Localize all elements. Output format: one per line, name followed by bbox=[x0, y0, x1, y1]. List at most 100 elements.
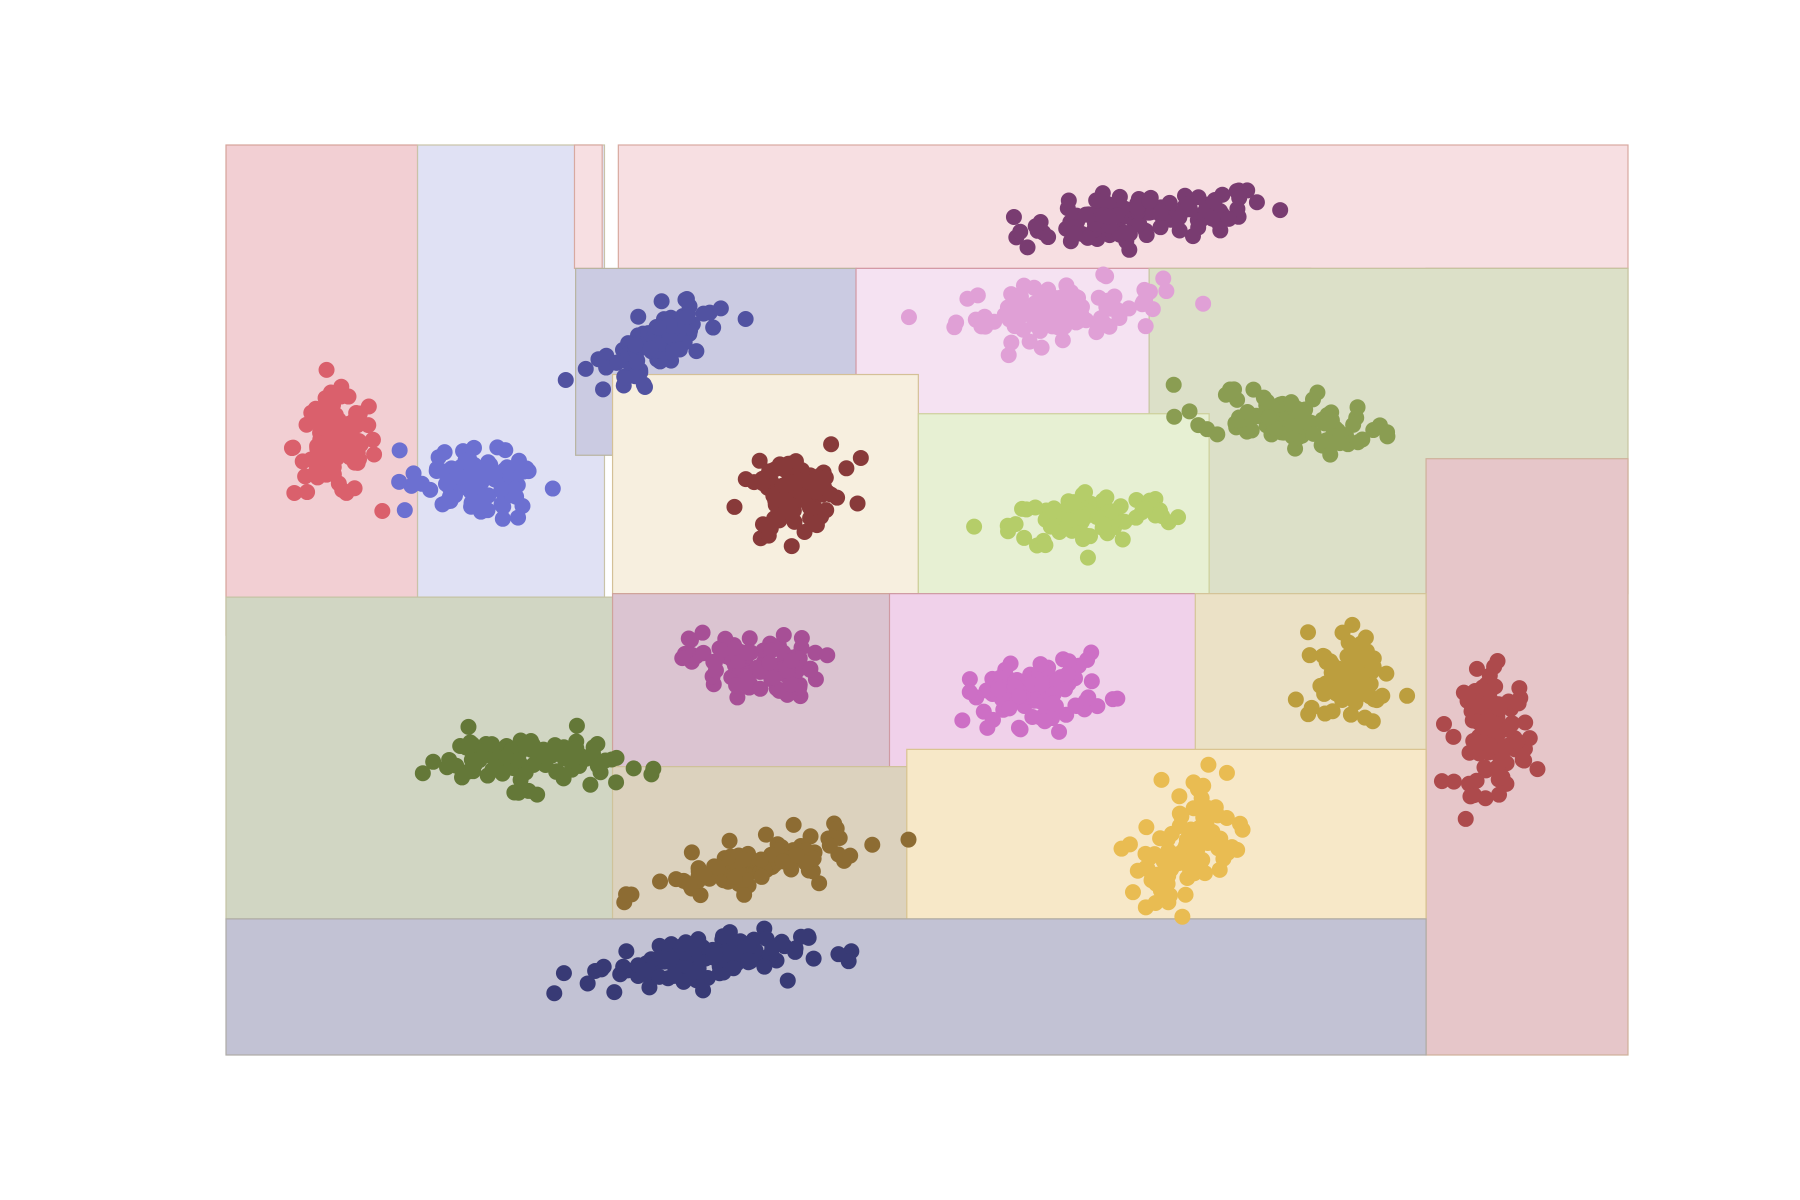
data-point bbox=[999, 299, 1016, 316]
data-point bbox=[1160, 842, 1177, 859]
data-point bbox=[779, 972, 796, 989]
data-point bbox=[801, 499, 818, 516]
decision-region-18 bbox=[225, 918, 1427, 1056]
data-point bbox=[712, 300, 729, 317]
data-point bbox=[1088, 192, 1105, 209]
cluster-4 bbox=[283, 361, 391, 520]
cluster-1 bbox=[1005, 182, 1289, 258]
data-point bbox=[1190, 189, 1207, 206]
data-point bbox=[1174, 908, 1191, 925]
data-point bbox=[666, 967, 683, 984]
data-point bbox=[1204, 210, 1221, 227]
data-point bbox=[555, 739, 572, 756]
cluster-5 bbox=[391, 439, 561, 527]
data-point bbox=[463, 751, 480, 768]
data-point bbox=[1231, 189, 1248, 206]
data-point bbox=[617, 369, 634, 386]
data-point bbox=[1056, 318, 1073, 335]
data-point bbox=[1229, 841, 1246, 858]
data-point bbox=[766, 461, 783, 478]
data-point bbox=[1018, 501, 1035, 518]
data-point bbox=[696, 866, 713, 883]
data-point bbox=[1324, 703, 1341, 720]
data-point bbox=[1152, 882, 1169, 899]
data-point bbox=[1399, 687, 1416, 704]
data-point bbox=[725, 960, 742, 977]
data-point bbox=[1379, 424, 1396, 441]
data-point bbox=[1166, 408, 1183, 425]
data-point bbox=[1340, 634, 1357, 651]
data-point bbox=[546, 985, 563, 1002]
data-point bbox=[1489, 653, 1506, 670]
data-point bbox=[1353, 666, 1370, 683]
data-point bbox=[325, 459, 342, 476]
data-point bbox=[1104, 691, 1121, 708]
data-point bbox=[1195, 295, 1212, 312]
data-point bbox=[1357, 649, 1374, 666]
data-point bbox=[785, 816, 802, 833]
data-point bbox=[1239, 404, 1256, 421]
data-point bbox=[1303, 699, 1320, 716]
data-point bbox=[1088, 324, 1105, 341]
data-point bbox=[900, 831, 917, 848]
data-point bbox=[1051, 723, 1068, 740]
data-point bbox=[787, 940, 804, 957]
data-point bbox=[1220, 210, 1237, 227]
data-point bbox=[1007, 516, 1024, 533]
decision-region-4 bbox=[573, 144, 603, 270]
data-point bbox=[1226, 381, 1243, 398]
data-point bbox=[1209, 426, 1226, 443]
data-point bbox=[1054, 332, 1071, 349]
decision-region-2 bbox=[416, 144, 606, 632]
data-point bbox=[1186, 865, 1203, 882]
data-point bbox=[630, 308, 647, 325]
data-point bbox=[714, 928, 731, 945]
data-point bbox=[776, 491, 793, 508]
data-point bbox=[1481, 737, 1498, 754]
data-point bbox=[764, 940, 781, 957]
data-point bbox=[1305, 425, 1322, 442]
data-point bbox=[823, 436, 840, 453]
plot-area bbox=[225, 144, 1629, 1056]
data-point bbox=[802, 661, 819, 678]
data-point bbox=[1171, 222, 1188, 239]
data-point bbox=[757, 826, 774, 843]
data-point bbox=[1511, 680, 1528, 697]
data-point bbox=[663, 950, 680, 967]
data-point bbox=[1079, 651, 1096, 668]
data-point bbox=[1234, 821, 1251, 838]
data-point bbox=[1098, 268, 1115, 285]
data-point bbox=[791, 472, 808, 489]
data-point bbox=[480, 454, 497, 471]
data-point bbox=[852, 449, 869, 466]
cluster-3 bbox=[900, 266, 1212, 364]
cluster-14 bbox=[616, 815, 917, 911]
data-point bbox=[1137, 500, 1154, 517]
data-point bbox=[494, 510, 511, 527]
data-point bbox=[318, 361, 335, 378]
data-point bbox=[1135, 294, 1152, 311]
data-point bbox=[681, 876, 698, 893]
data-point bbox=[737, 310, 754, 327]
decision-region-1 bbox=[225, 144, 419, 636]
data-point bbox=[1494, 769, 1511, 786]
data-point bbox=[753, 868, 770, 885]
data-point bbox=[1026, 295, 1043, 312]
data-point bbox=[726, 868, 743, 885]
data-point bbox=[677, 935, 694, 952]
data-point bbox=[309, 438, 326, 455]
data-point bbox=[1471, 698, 1488, 715]
data-point bbox=[1181, 826, 1198, 843]
data-point bbox=[1349, 399, 1366, 416]
data-point bbox=[683, 844, 700, 861]
data-point bbox=[1063, 284, 1080, 301]
cluster-13 bbox=[414, 717, 662, 803]
cluster-8 bbox=[1165, 376, 1396, 463]
data-point bbox=[1365, 422, 1382, 439]
data-point bbox=[774, 853, 791, 870]
data-point bbox=[641, 979, 658, 996]
data-point bbox=[1331, 435, 1348, 452]
data-point bbox=[1033, 339, 1050, 356]
data-point bbox=[1016, 529, 1033, 546]
data-point bbox=[1301, 647, 1318, 664]
